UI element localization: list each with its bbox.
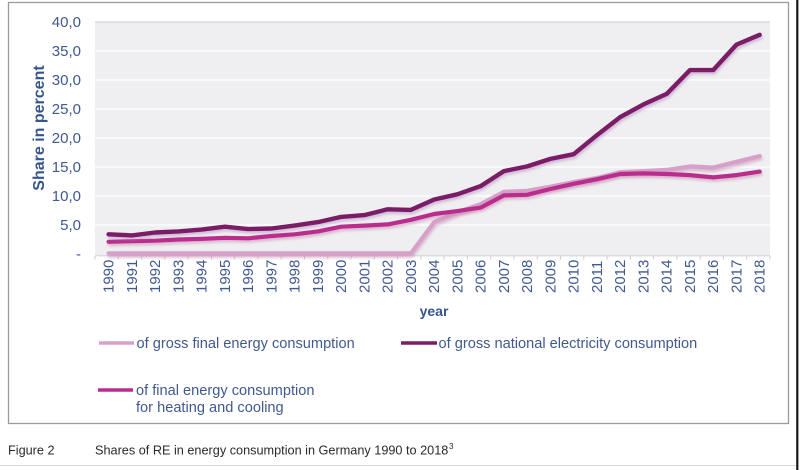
svg-text:year: year <box>420 303 449 319</box>
svg-text:1997: 1997 <box>263 260 280 293</box>
svg-text:2013: 2013 <box>636 260 653 293</box>
svg-text:35,0: 35,0 <box>52 43 81 60</box>
svg-text:2018: 2018 <box>752 260 769 293</box>
svg-text:30,0: 30,0 <box>52 72 81 89</box>
svg-text:2007: 2007 <box>496 260 513 293</box>
svg-text:Shares of RE in energy consump: Shares of RE in energy consumption in Ge… <box>95 444 448 458</box>
svg-text:2006: 2006 <box>473 260 490 293</box>
svg-text:20,0: 20,0 <box>52 130 81 147</box>
svg-text:1991: 1991 <box>124 260 141 293</box>
svg-text:1990: 1990 <box>101 260 118 293</box>
svg-text:-: - <box>76 246 81 263</box>
svg-text:1994: 1994 <box>194 260 211 293</box>
svg-text:of final energy consumption: of final energy consumption <box>136 383 314 399</box>
svg-text:for heating and cooling: for heating and cooling <box>136 400 284 416</box>
svg-text:1996: 1996 <box>240 260 257 293</box>
svg-text:2015: 2015 <box>682 260 699 293</box>
svg-text:1998: 1998 <box>287 260 304 293</box>
svg-text:1999: 1999 <box>310 260 327 293</box>
svg-text:10,0: 10,0 <box>52 188 81 205</box>
svg-text:2011: 2011 <box>589 261 606 293</box>
svg-text:of gross final energy consumpt: of gross final energy consumption <box>137 336 355 352</box>
svg-text:2002: 2002 <box>380 260 397 293</box>
svg-text:2000: 2000 <box>333 260 350 293</box>
svg-text:1993: 1993 <box>170 260 187 293</box>
svg-text:2009: 2009 <box>542 260 559 293</box>
svg-text:Share in percent: Share in percent <box>31 65 48 191</box>
svg-text:of gross national electricity: of gross national electricity consumptio… <box>439 336 698 352</box>
svg-text:2008: 2008 <box>519 260 536 293</box>
svg-text:2003: 2003 <box>403 260 420 293</box>
svg-text:5,0: 5,0 <box>60 217 81 234</box>
svg-text:2016: 2016 <box>705 260 722 293</box>
svg-text:25,0: 25,0 <box>52 101 81 118</box>
svg-text:2010: 2010 <box>566 260 583 293</box>
svg-text:2001: 2001 <box>356 260 373 293</box>
svg-text:2004: 2004 <box>426 260 443 293</box>
svg-text:2012: 2012 <box>612 260 629 293</box>
svg-text:1992: 1992 <box>147 260 164 293</box>
svg-text:3: 3 <box>449 442 454 451</box>
svg-text:15,0: 15,0 <box>52 159 81 176</box>
svg-text:Figure 2: Figure 2 <box>8 444 55 458</box>
svg-text:40,0: 40,0 <box>52 14 81 31</box>
svg-text:2017: 2017 <box>729 260 746 293</box>
svg-text:2014: 2014 <box>659 260 676 293</box>
svg-text:1995: 1995 <box>217 260 234 293</box>
svg-text:2005: 2005 <box>449 260 466 293</box>
